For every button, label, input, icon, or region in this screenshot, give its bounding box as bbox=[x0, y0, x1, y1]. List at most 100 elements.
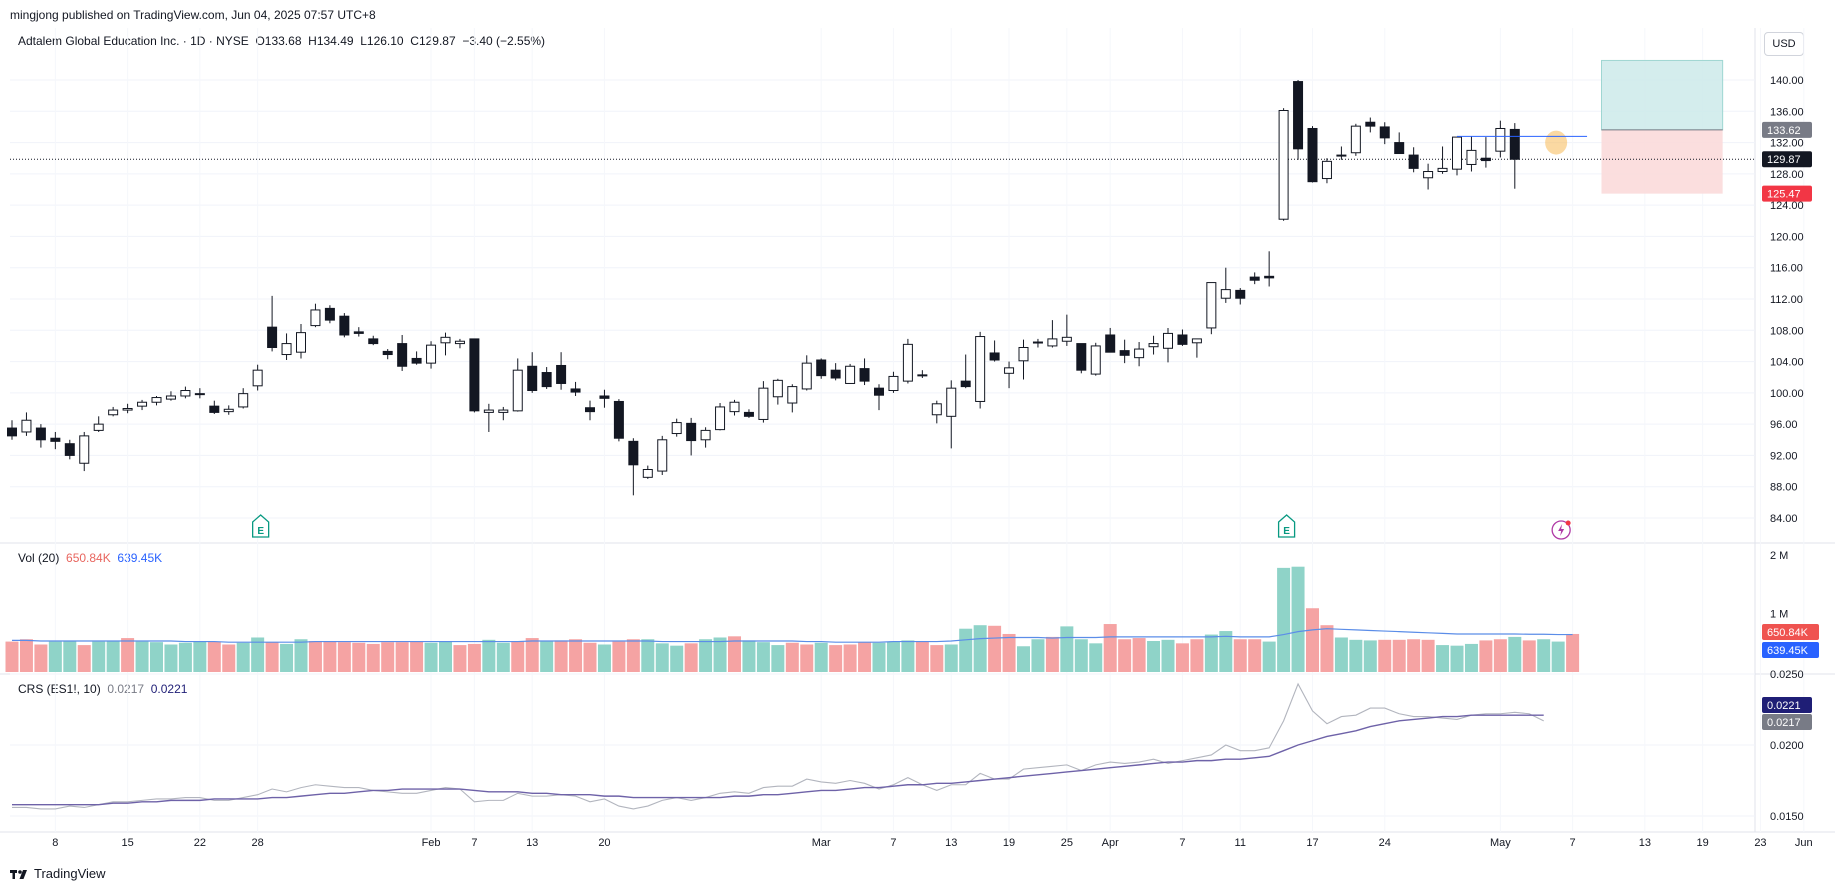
crs-line bbox=[12, 682, 1544, 810]
volume-bar bbox=[511, 640, 525, 672]
price-axes: 84.00 88.00 92.00 96.00 100.00 104.00 108.00 11… bbox=[1770, 75, 1804, 823]
volume-value-tag: 650.84K bbox=[1762, 624, 1819, 640]
low-value: L126.10 bbox=[360, 34, 404, 48]
time-tick-label: 25 bbox=[1061, 837, 1073, 849]
volume-bar bbox=[135, 641, 149, 672]
price-tick-label: 96.00 bbox=[1770, 419, 1798, 431]
currency-button[interactable]: USD bbox=[1764, 32, 1804, 56]
price-tick-label: 104.00 bbox=[1770, 357, 1804, 369]
split-event-icon bbox=[1551, 520, 1571, 540]
volume-bar bbox=[771, 645, 785, 672]
price-tick-label: 140.00 bbox=[1770, 75, 1804, 87]
candle-body bbox=[902, 343, 913, 382]
crs-ma-tag-text: 0.0221 bbox=[1767, 700, 1801, 712]
candle-body bbox=[1321, 160, 1332, 180]
volume-bar bbox=[251, 637, 265, 672]
candle-body bbox=[570, 388, 581, 393]
time-tick-label: 28 bbox=[252, 837, 264, 849]
volume-series bbox=[5, 566, 1580, 672]
candle-body bbox=[252, 369, 263, 387]
volume-bar bbox=[395, 642, 409, 672]
time-tick-label: 7 bbox=[471, 837, 477, 849]
volume-bar bbox=[1566, 633, 1580, 672]
entry-price-tag: 133.62 bbox=[1762, 121, 1812, 138]
volume-bar bbox=[496, 642, 510, 672]
crs-ma-value: 0.0221 bbox=[150, 682, 188, 696]
candle-body bbox=[1105, 334, 1116, 353]
volume-name[interactable]: Vol (20) bbox=[18, 551, 60, 565]
volume-bar bbox=[1493, 639, 1507, 672]
symbol-name[interactable]: Adtalem Global Education Inc. · 1D · NYS… bbox=[18, 34, 249, 48]
price-tick-label: 92.00 bbox=[1770, 450, 1798, 462]
volume-bar bbox=[1378, 639, 1392, 672]
volume-bar bbox=[785, 642, 799, 672]
volume-bar bbox=[1132, 638, 1146, 672]
price-tick-label: 116.00 bbox=[1770, 263, 1803, 275]
candle-body bbox=[165, 395, 176, 400]
crs-value-tag-bg bbox=[1762, 714, 1812, 730]
candle-body bbox=[671, 422, 682, 435]
candle-body bbox=[1452, 136, 1462, 170]
candle-body bbox=[888, 375, 899, 392]
volume-bar bbox=[1537, 639, 1551, 672]
volume-bar bbox=[323, 641, 337, 672]
candle-body bbox=[715, 406, 726, 431]
crs-name[interactable]: CRS (ES1!, 10) bbox=[18, 682, 101, 696]
candle-body bbox=[1307, 127, 1318, 183]
volume-tick-label: 1 M bbox=[1770, 609, 1788, 621]
lightning-icon bbox=[1558, 524, 1565, 536]
candle-body bbox=[845, 365, 856, 384]
volume-bar bbox=[1074, 639, 1088, 672]
candle-body bbox=[310, 309, 321, 327]
candle-body bbox=[1336, 154, 1347, 157]
time-tick-label: 8 bbox=[52, 837, 58, 849]
volume-bar bbox=[814, 642, 828, 672]
volume-bar bbox=[612, 641, 626, 672]
volume-bar bbox=[280, 643, 294, 672]
highlight-marker bbox=[1545, 130, 1568, 155]
time-tick-label: 7 bbox=[1570, 837, 1576, 849]
candle-body bbox=[1090, 345, 1101, 375]
crs-value-tag: 0.0217 bbox=[1762, 714, 1812, 730]
symbol-legend: Adtalem Global Education Inc. · 1D · NYS… bbox=[18, 34, 545, 48]
volume-bar bbox=[106, 640, 120, 672]
volume-bar bbox=[959, 628, 973, 672]
volume-bar bbox=[1103, 624, 1117, 672]
volume-bar bbox=[655, 643, 669, 672]
volume-bar bbox=[308, 640, 322, 672]
volume-bar bbox=[1464, 643, 1478, 672]
candle-body bbox=[483, 409, 494, 413]
candle-body bbox=[859, 368, 870, 382]
volume-bar bbox=[34, 644, 48, 672]
candle-body bbox=[1134, 348, 1145, 359]
volume-bar bbox=[1450, 645, 1464, 672]
volume-bar bbox=[583, 642, 597, 672]
candle-body bbox=[830, 369, 841, 379]
volume-bar bbox=[728, 636, 741, 672]
volume-ma-tag: 639.45K bbox=[1762, 642, 1819, 658]
volume-bar bbox=[366, 643, 380, 672]
crs-value: 0.0217 bbox=[107, 682, 145, 696]
time-tick-label: 19 bbox=[1003, 837, 1015, 849]
candle-body bbox=[137, 401, 148, 407]
last-price-tag: 129.87 bbox=[1762, 151, 1812, 168]
volume-bar bbox=[988, 625, 1002, 672]
volume-bar bbox=[265, 642, 279, 672]
volume-bar bbox=[337, 642, 351, 672]
volume-bar bbox=[525, 638, 539, 672]
volume-bar bbox=[670, 645, 684, 672]
candle-body bbox=[35, 427, 46, 441]
stop-zone bbox=[1601, 129, 1723, 194]
time-tick-label: Jun bbox=[1795, 837, 1813, 849]
candle-body bbox=[1264, 275, 1275, 279]
price-tick-label: 88.00 bbox=[1770, 482, 1798, 494]
volume-bar bbox=[930, 645, 944, 672]
attribution: mingjong published on TradingView.com, J… bbox=[10, 8, 376, 22]
crs-ma-tag-bg bbox=[1762, 697, 1812, 713]
volume-bar bbox=[1031, 639, 1045, 672]
candle-body bbox=[743, 411, 754, 417]
time-tick-label: 22 bbox=[194, 837, 206, 849]
volume-bar bbox=[178, 642, 192, 672]
volume-bar bbox=[1349, 639, 1363, 672]
